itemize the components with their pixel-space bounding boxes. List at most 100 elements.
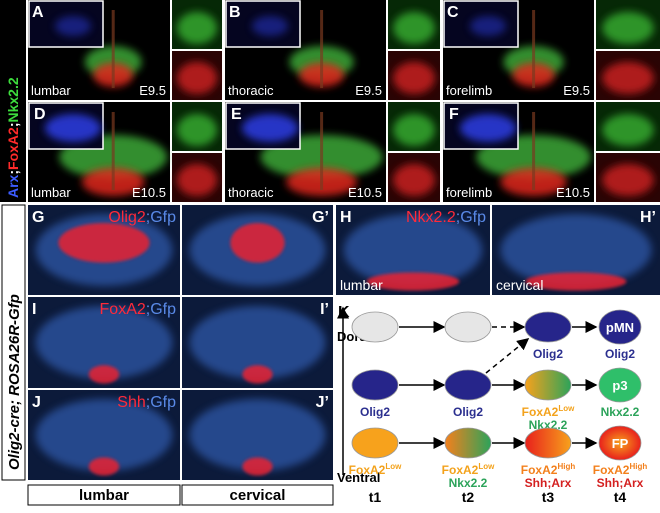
marker-signal [242,457,273,476]
node-caption: Olig2 [533,347,563,361]
marker-name: FoxA2 [100,301,146,318]
caption-text: Olig2 [453,405,483,419]
caption-text: FoxA2 [521,463,558,477]
side-green-signal [177,12,217,44]
time-label: t2 [462,489,475,505]
stain-label: Shh;Gfp [117,394,176,411]
channel-part: Arx [5,174,21,198]
marker-signal [242,365,273,384]
panel-letter: G [32,209,44,226]
panel-letter: D [34,106,46,123]
side-green-signal [393,114,435,146]
axis-label: Ventral [337,470,380,485]
caption-sup: Low [558,404,575,413]
gfp-signal [343,214,483,286]
panel-letter: J [32,394,41,411]
blue-signal [55,16,91,36]
panel-letter: A [32,4,44,21]
cell-node [351,427,399,459]
side-red-signal [393,164,435,196]
caption-text: FoxA2 [442,463,479,477]
panel-letter: E [231,106,242,123]
node-caption: FoxA2Low [522,404,575,419]
stage-label: E10.5 [348,185,382,200]
cell-node [444,311,492,343]
cell-node [444,369,492,401]
marker-name: Shh [117,394,145,411]
node-caption: Nkx2.2 [601,405,640,419]
marker-name: Olig2 [108,209,145,226]
label-box [181,484,334,506]
caption-text: Nkx2.2 [529,418,568,432]
marker-signal [58,223,150,263]
channel-part: ; [5,170,21,175]
caption-text: FoxA2 [522,405,559,419]
cell-node [351,369,399,401]
caption-text: Olig2 [533,347,563,361]
stain-label: Nkx2.2;Gfp [406,209,486,226]
blue-signal [470,16,506,36]
side-green-signal [602,12,654,44]
stage-label: E9.5 [139,83,166,98]
arrow [485,338,530,374]
caption-text: FoxA2 [349,463,386,477]
caption-text: Olig2 [360,405,390,419]
stage-label: E10.5 [556,185,590,200]
gfp-signal [35,399,173,471]
gfp-signal [189,306,326,379]
panel-letter: H [340,209,352,226]
node-caption: Shh;Arx [525,476,572,490]
gfp-signal [500,214,652,286]
caption-text: FoxA2 [593,463,630,477]
region-label: lumbar [79,487,129,504]
side-red-signal [177,164,217,196]
panel-letter: G’ [312,209,329,226]
node-caption: Nkx2.2 [449,476,488,490]
panel-letter: J’ [316,394,329,411]
marker-name: Nkx2.2 [406,209,456,226]
gfp-signal [35,306,173,379]
side-green-signal [602,114,654,146]
reporter-name: ;Gfp [456,209,486,226]
marker-signal [88,365,120,384]
node-caption: Olig2 [453,405,483,419]
caption-sup: Low [385,462,402,471]
side-green-signal [177,114,217,146]
caption-text: Shh;Arx [525,476,572,490]
stain-label: FoxA2;Gfp [100,301,177,318]
cell-node [524,427,572,459]
panel-letter: F [449,106,459,123]
reporter-name: ;Gfp [146,209,176,226]
node-caption: Olig2 [605,347,635,361]
region-label: forelimb [446,83,492,98]
blue-signal [460,114,516,142]
time-label: t3 [542,489,555,505]
node-caption: FoxA2High [521,462,576,477]
channel-label: Arx;FoxA2;Nkx2.2 [5,77,21,198]
side-red-signal [602,164,654,196]
region-label: lumbar [31,185,71,200]
marker-signal [366,272,460,291]
region-label: thoracic [228,185,274,200]
stain-label: Olig2;Gfp [108,209,176,226]
side-red-signal [393,62,435,94]
panel-letter: I’ [320,301,329,318]
blue-signal [252,16,288,36]
marker-signal [525,272,627,291]
node-caption: FoxA2Low [442,462,495,477]
stage-label: E10.5 [132,185,166,200]
side-red-signal [177,62,217,94]
cell-node [598,309,642,345]
blue-signal [45,114,101,142]
panel-letter: I [32,301,36,318]
label-strip [0,0,26,202]
side-label-box [1,204,26,481]
side-red-signal [602,62,654,94]
caption-sup: High [629,462,647,471]
region-label: lumbar [340,277,383,293]
time-label: t4 [614,489,627,505]
panel-letter: C [447,4,459,21]
node-label: pMN [606,320,634,335]
